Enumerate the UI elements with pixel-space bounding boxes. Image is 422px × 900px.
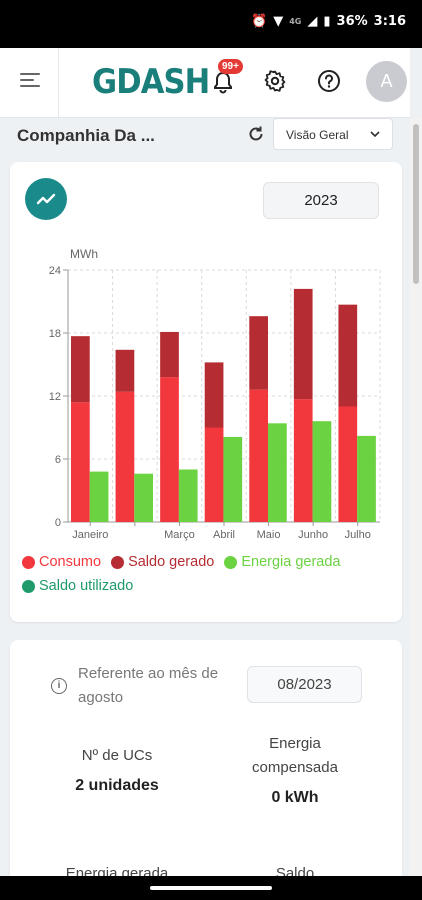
help-icon[interactable] bbox=[317, 69, 341, 93]
notification-badge: 99+ bbox=[218, 59, 243, 74]
ucs-label: Nº de UCs bbox=[81, 747, 153, 764]
x-tick-label: Março bbox=[164, 529, 195, 541]
y-tick-label: 24 bbox=[49, 265, 61, 277]
bar-energia-gerada bbox=[357, 435, 376, 522]
legend-label: Energia gerada bbox=[241, 554, 341, 570]
network-type: 4G bbox=[289, 17, 302, 26]
summary-card: i Referente ao mês de agosto 08/2023 Nº … bbox=[10, 640, 402, 890]
legend-swatch bbox=[111, 555, 125, 569]
chart-legend: Consumo Saldo gerado Energia gerada Saldo u… bbox=[22, 554, 392, 602]
home-indicator[interactable] bbox=[150, 886, 272, 890]
x-tick-label: Janeiro bbox=[72, 529, 108, 541]
bar-consumo bbox=[160, 377, 179, 522]
y-tick-label: 0 bbox=[55, 517, 61, 529]
year-selector[interactable]: 2023 bbox=[263, 182, 379, 219]
legend-label: Consumo bbox=[39, 554, 102, 570]
refresh-icon[interactable] bbox=[246, 124, 266, 144]
x-tick-label: Abril bbox=[213, 529, 235, 541]
battery-level: 36% bbox=[336, 14, 368, 29]
bar-energia-gerada bbox=[178, 469, 198, 522]
gear-icon[interactable] bbox=[263, 69, 287, 93]
info-icon: i bbox=[51, 678, 67, 694]
x-tick-label: Julho bbox=[345, 529, 371, 541]
bar-saldo-gerado bbox=[204, 362, 224, 428]
clock: 3:16 bbox=[373, 14, 406, 29]
bell-icon[interactable] bbox=[212, 70, 234, 94]
header-divider bbox=[58, 48, 59, 118]
alarm-icon: ⏰ bbox=[251, 14, 268, 29]
menu-icon[interactable] bbox=[20, 73, 40, 91]
app-logo[interactable]: GDASH bbox=[92, 62, 210, 102]
legend-swatch bbox=[22, 579, 35, 593]
x-tick-label: Maio bbox=[257, 529, 281, 541]
bar-saldo-gerado bbox=[71, 336, 90, 403]
y-tick-label: 12 bbox=[49, 391, 61, 403]
bar-consumo bbox=[249, 389, 269, 522]
bar-consumo bbox=[204, 427, 224, 522]
legend-item[interactable]: Energia gerada bbox=[224, 554, 341, 570]
y-tick-label: 18 bbox=[49, 328, 61, 340]
compensada-value: 0 kWh bbox=[271, 789, 319, 806]
bar-consumo bbox=[338, 406, 358, 522]
bar-saldo-gerado bbox=[293, 288, 313, 400]
month-selector[interactable]: 08/2023 bbox=[247, 666, 362, 703]
view-select-value: Visão Geral bbox=[286, 128, 349, 142]
avatar[interactable]: A bbox=[366, 61, 407, 102]
bar-consumo bbox=[115, 391, 135, 522]
bar-energia-gerada bbox=[268, 423, 287, 522]
bar-consumo bbox=[71, 402, 90, 522]
compensada-label: Energia compensada bbox=[252, 735, 338, 776]
bar-energia-gerada bbox=[134, 473, 154, 522]
chevron-down-icon bbox=[370, 131, 380, 138]
chart-card: 2023 0 6 12 18 24 MWh Janeiro Março Abril Maio Jun… bbox=[10, 162, 402, 622]
bar-saldo-gerado bbox=[338, 304, 358, 407]
reference-label: Referente ao mês de agosto bbox=[78, 665, 219, 706]
legend-item[interactable]: Saldo gerado bbox=[111, 554, 214, 570]
trending-up-icon bbox=[36, 193, 56, 205]
legend-item[interactable]: Consumo bbox=[22, 554, 101, 570]
system-nav-bar bbox=[0, 876, 422, 900]
signal-icon: ◢ bbox=[307, 14, 318, 29]
bar-energia-gerada bbox=[89, 471, 109, 522]
y-axis-label: MWh bbox=[70, 247, 98, 261]
bar-saldo-gerado bbox=[160, 331, 179, 378]
status-bar: ⏰ ▼ 4G ◢ ▮ 36% 3:16 bbox=[0, 0, 422, 48]
bar-consumo bbox=[293, 399, 313, 522]
view-select[interactable]: Visão Geral bbox=[273, 118, 393, 150]
compensada-stat: Energia compensada 0 kWh bbox=[225, 732, 365, 810]
ucs-stat: Nº de UCs 2 unidades bbox=[42, 744, 192, 798]
bar-saldo-gerado bbox=[115, 349, 135, 392]
scrollbar-track[interactable] bbox=[410, 118, 422, 876]
ucs-value: 2 unidades bbox=[75, 777, 159, 794]
y-tick-label: 6 bbox=[55, 454, 61, 466]
trend-button[interactable] bbox=[25, 178, 67, 220]
legend-item[interactable]: Saldo utilizado bbox=[22, 578, 133, 594]
battery-icon: ▮ bbox=[323, 14, 331, 29]
bar-saldo-gerado bbox=[249, 316, 269, 390]
wifi-icon: ▼ bbox=[273, 14, 284, 29]
bar-chart: 0 6 12 18 24 MWh Janeiro Março Abril Maio Junho Jul… bbox=[49, 247, 381, 541]
page-subheader: Companhia Da ... Visão Geral bbox=[0, 118, 410, 154]
x-tick-label: Junho bbox=[298, 529, 328, 541]
scrollbar-thumb[interactable] bbox=[413, 124, 419, 284]
legend-swatch bbox=[224, 555, 238, 569]
legend-label: Saldo gerado bbox=[128, 554, 215, 570]
company-title: Companhia Da ... bbox=[17, 126, 155, 145]
legend-label: Saldo utilizado bbox=[39, 578, 134, 594]
legend-swatch bbox=[22, 555, 35, 569]
bar-energia-gerada bbox=[223, 436, 243, 522]
bar-energia-gerada bbox=[312, 421, 332, 522]
app-header: GDASH 99+ A bbox=[0, 48, 410, 118]
